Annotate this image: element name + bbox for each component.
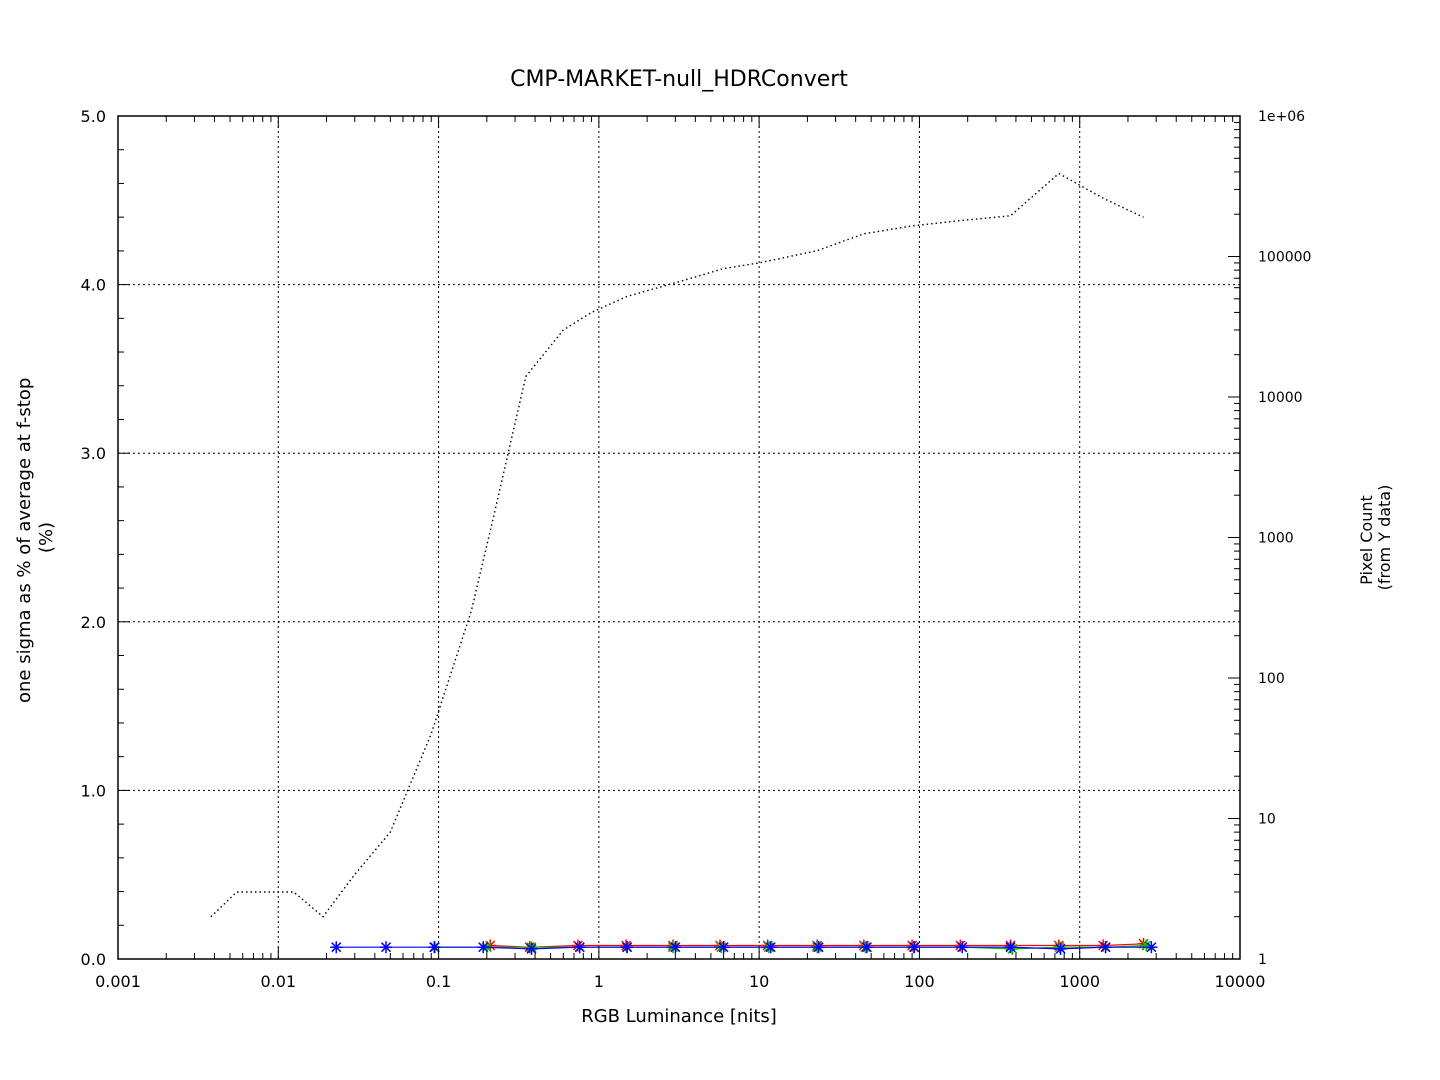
x-tick-label: 100 [904,972,935,991]
y-tick-label: 0.0 [81,950,106,969]
y2-axis-label: Pixel Count (from Y data) [1357,485,1394,591]
y2-tick-label: 100000 [1258,250,1311,266]
plot-frame [117,115,1241,960]
x-tick-label: 10 [749,972,769,991]
y-axis-label-line-2: (%) [36,522,57,553]
series-line-count [210,172,1144,918]
series-layer [210,172,1158,955]
x-tick-label: 0.1 [426,972,451,991]
data-point-blue [860,941,873,954]
marker-stroke [1141,940,1152,951]
data-point-blue [669,941,682,954]
y-tick-label: 2.0 [81,613,106,632]
y-tick-label: 3.0 [81,444,106,463]
x-tick-label: 1000 [1059,972,1100,991]
marker-stroke [429,942,440,953]
y2-tick-label: 100 [1258,671,1285,687]
data-point-blue [1099,941,1112,954]
chart-title: CMP-MARKET-null_HDRConvert [510,67,848,92]
y2-tick-label: 1 [1258,952,1267,968]
data-point-blue [764,941,777,954]
y2-axis-label-line-2: (from Y data) [1375,485,1394,591]
ticks-layer: 0.001 0.01 0.1 1 10 100 1000 10000 0.0 1.0 2.0 3.0 4… [81,107,1312,991]
data-point-blue [1054,942,1067,955]
marker-stroke [813,942,824,953]
x-tick-label: 0.001 [95,972,141,991]
x-tick-label: 0.01 [260,972,296,991]
series-line-blue [336,946,1152,950]
data-point-blue [812,941,825,954]
y-tick-label: 5.0 [81,107,106,126]
grid [118,116,1240,959]
x-tick-label: 1 [594,972,604,991]
marker-stroke [1005,942,1016,953]
data-point-blue [525,942,538,955]
marker-stroke [574,942,585,953]
data-point-blue [1145,941,1158,954]
y-tick-label: 1.0 [81,781,106,800]
marker-stroke [861,942,872,953]
marker-stroke [909,942,920,953]
y2-tick-label: 1e+06 [1258,109,1305,125]
marker-stroke [718,942,729,953]
data-point-blue [717,941,730,954]
data-point-blue [330,941,343,954]
data-point-blue [621,941,634,954]
marker-stroke [765,942,776,953]
marker-stroke [526,943,537,954]
y-axis-label: one sigma as % of average at f-stop (%) [14,372,57,703]
data-point-blue [477,941,490,954]
data-point-blue [573,941,586,954]
marker-stroke [622,942,633,953]
marker-stroke [957,942,968,953]
y2-tick-label: 1000 [1258,531,1294,547]
data-point-blue [956,941,969,954]
y-tick-label: 4.0 [81,276,106,295]
y2-axis-label-line-1: Pixel Count [1357,495,1376,585]
marker-stroke [1055,943,1066,954]
marker-stroke [380,942,392,953]
x-tick-label: 10000 [1215,972,1266,991]
data-point-blue [1004,941,1017,954]
marker-stroke [331,942,342,953]
y2-tick-label: 10 [1258,812,1276,828]
marker-stroke [1146,942,1157,953]
y2-tick-label: 10000 [1258,390,1303,406]
marker-stroke [670,942,681,953]
x-axis-label: RGB Luminance [nits] [581,1006,777,1027]
data-point-blue [380,941,393,954]
y-axis-label-line-1: one sigma as % of average at f-stop [14,378,35,703]
marker-stroke [1100,942,1111,953]
data-point-blue [908,941,921,954]
marker-stroke [478,942,489,953]
